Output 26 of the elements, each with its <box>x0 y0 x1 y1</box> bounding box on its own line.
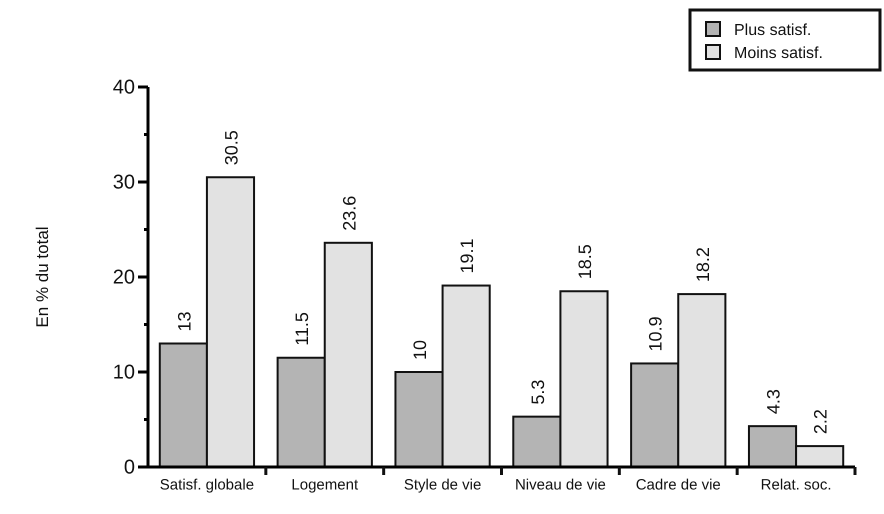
legend-label: Plus satisf. <box>734 22 812 39</box>
data-label: 2.2 <box>810 409 831 434</box>
x-tick-label: Relat. soc. <box>760 476 832 494</box>
x-tick-label: Style de vie <box>404 476 482 494</box>
data-label: 5.3 <box>528 380 548 405</box>
y-tick-label: 0 <box>124 456 135 478</box>
x-tick-label: Niveau de vie <box>514 476 606 494</box>
data-label: 23.6 <box>339 196 360 231</box>
data-label: 19.1 <box>457 238 478 274</box>
data-label: 11.5 <box>292 312 312 346</box>
data-label: 10 <box>410 340 430 360</box>
data-label: 18.2 <box>692 247 713 282</box>
y-axis-title: En % du total <box>33 226 52 328</box>
y-tick-label: 40 <box>112 76 135 98</box>
data-label: 18.5 <box>574 244 595 280</box>
data-label: 13 <box>174 311 194 332</box>
legend-label: Moins satisf. <box>734 45 823 62</box>
data-label: 30.5 <box>221 130 242 166</box>
x-tick-label: Logement <box>291 476 359 494</box>
data-label: 4.3 <box>764 389 784 414</box>
data-label: 10.9 <box>646 316 666 352</box>
y-tick-label: 20 <box>112 266 135 288</box>
y-tick-label: 10 <box>112 361 135 384</box>
y-tick-label: 30 <box>112 171 135 194</box>
x-tick-label: Satisf. globale <box>160 476 254 494</box>
x-tick-label: Cadre de vie <box>636 476 721 494</box>
